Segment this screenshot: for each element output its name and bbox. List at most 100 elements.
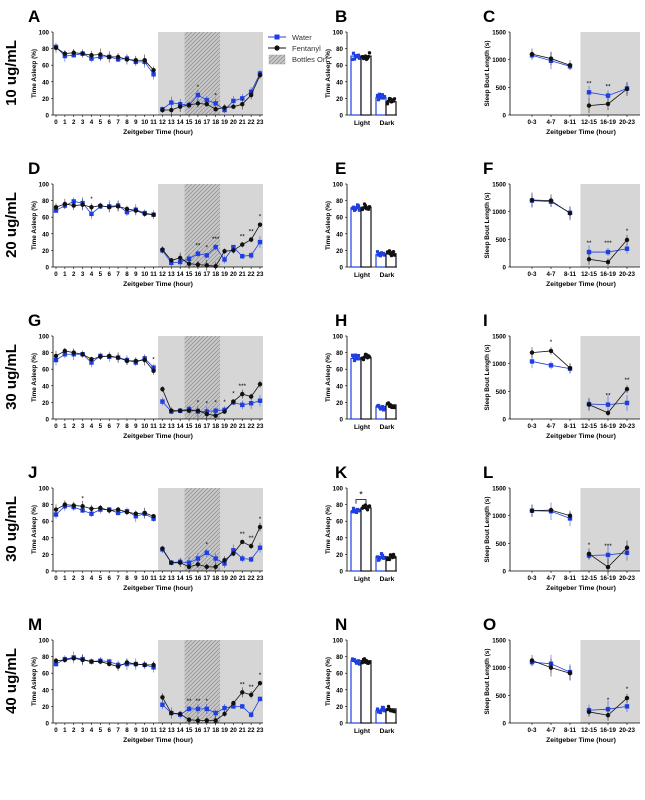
water-point	[605, 93, 611, 98]
water-point	[213, 408, 218, 413]
fentanyl-point	[548, 198, 554, 203]
bottles-on-hatching	[184, 184, 221, 267]
water-dot	[380, 404, 385, 409]
significance-marker: *	[197, 400, 200, 407]
fentanyl-dot	[387, 249, 392, 253]
water-point	[222, 705, 227, 711]
x-tick-label: 4-7	[547, 119, 557, 126]
fentanyl-point	[204, 718, 209, 723]
panel-label: C	[483, 7, 495, 26]
fentanyl-point	[142, 510, 147, 516]
x-tick-label: 16	[194, 575, 201, 582]
x-tick-label: 9	[134, 423, 138, 430]
x-tick-label: 0	[54, 575, 58, 582]
y-tick-label: 500	[496, 693, 507, 700]
water-point	[169, 260, 174, 266]
significance-marker: *	[626, 228, 629, 235]
x-axis-title: Zeitgeber Time (hour)	[546, 737, 616, 744]
water-point	[240, 556, 245, 561]
fentanyl-point	[624, 695, 630, 701]
y-axis-title: Sleep Bout Length (s)	[484, 192, 491, 258]
x-tick-label: 18	[212, 271, 219, 278]
fentanyl-dot	[386, 704, 391, 709]
water-point	[240, 402, 245, 408]
x-tick-label: 13	[168, 727, 175, 734]
fentanyl-bar	[360, 660, 372, 724]
fentanyl-point	[213, 718, 218, 723]
x-tick-label: 18	[212, 575, 219, 582]
water-line-light	[55, 505, 154, 520]
fentanyl-point	[151, 67, 156, 73]
fentanyl-dot	[391, 250, 396, 254]
y-tick-label: 100	[39, 334, 50, 341]
x-tick-label: 0-3	[528, 271, 538, 278]
water-dot	[375, 707, 380, 711]
y-tick-label: 0	[46, 113, 50, 120]
fentanyl-point	[231, 399, 236, 404]
y-tick-label: 80	[42, 46, 49, 53]
y-tick-label: 60	[42, 367, 49, 374]
fentanyl-point	[548, 56, 554, 61]
fentanyl-point	[248, 692, 254, 697]
y-tick-label: 1000	[492, 209, 506, 216]
x-tick-label: 19	[221, 423, 228, 430]
x-tick-label: 11	[150, 575, 157, 582]
water-dot	[375, 555, 380, 559]
x-tick-label: 7	[116, 423, 120, 430]
x-tick-label: 8-11	[564, 727, 577, 734]
panel-F-bout-chart: F 0 500 1000 1500 0-3 4-7 8-11 12-15 16-19 20-23 Sl…	[483, 159, 640, 288]
fentanyl-point	[186, 102, 192, 108]
y-tick-label: 20	[42, 96, 49, 103]
fentanyl-dot	[392, 555, 397, 559]
fentanyl-point	[124, 509, 130, 515]
significance-marker: **	[586, 80, 592, 87]
y-axis-title: Time Asleep (%)	[325, 49, 332, 98]
fentanyl-point	[231, 700, 236, 706]
fentanyl-dot	[366, 54, 371, 59]
y-tick-label: 40	[42, 231, 49, 238]
fentanyl-dot	[367, 504, 372, 508]
x-tick-label: Light	[354, 424, 371, 431]
y-tick-label: 1000	[492, 57, 506, 64]
water-line-light	[55, 201, 154, 216]
y-axis-title: Time Asleep (%)	[325, 201, 332, 250]
fentanyl-point	[62, 502, 68, 507]
dose-label: 40 ug/mL	[3, 648, 20, 714]
x-tick-label: 5	[99, 119, 103, 126]
fentanyl-point	[89, 659, 94, 664]
fentanyl-point	[231, 248, 236, 253]
water-point	[624, 246, 630, 251]
water-bar	[350, 510, 362, 572]
fentanyl-point	[89, 357, 94, 362]
water-point	[248, 253, 254, 258]
x-tick-label: 21	[239, 423, 246, 430]
y-tick-label: 80	[336, 350, 343, 357]
x-tick-label: 1	[63, 271, 67, 278]
water-point	[586, 90, 592, 95]
fentanyl-dot	[392, 97, 397, 101]
x-tick-label: 19	[221, 575, 228, 582]
x-tick-label: 12	[159, 271, 166, 278]
fentanyl-point	[195, 408, 201, 413]
fentanyl-point	[204, 102, 209, 107]
water-point	[240, 704, 245, 709]
x-tick-label: 12-15	[581, 119, 597, 126]
fentanyl-point	[53, 205, 59, 210]
y-tick-label: 100	[39, 182, 50, 189]
water-dot	[357, 357, 362, 361]
water-point	[257, 398, 263, 403]
water-dot	[357, 662, 362, 666]
x-tick-label: 4-7	[547, 727, 557, 734]
y-tick-label: 60	[42, 519, 49, 526]
significance-marker: *	[206, 244, 209, 251]
x-tick-label: Light	[354, 272, 371, 279]
x-tick-label: 8	[125, 423, 129, 430]
panel-B-bar-chart: B 0 20 40 60 80 100 Time Asleep (%) Light Dark	[325, 7, 397, 127]
fentanyl-point	[222, 105, 227, 110]
x-tick-label: 17	[203, 727, 210, 734]
water-dot	[378, 555, 383, 560]
water-dot	[382, 555, 387, 560]
water-point	[240, 96, 245, 101]
x-tick-label: 4-7	[547, 423, 557, 430]
